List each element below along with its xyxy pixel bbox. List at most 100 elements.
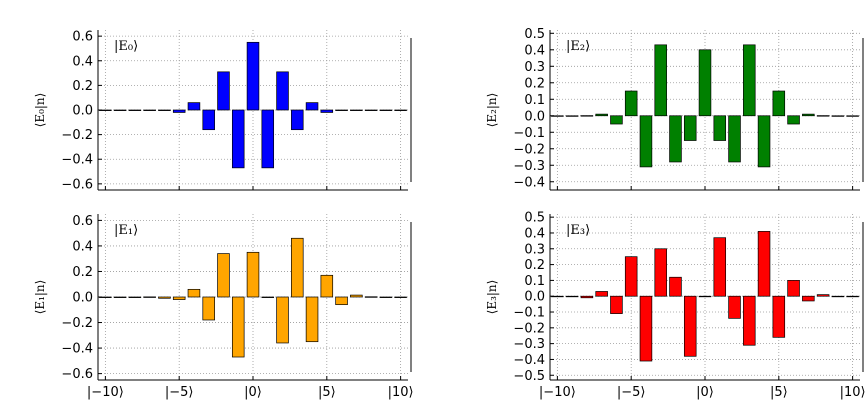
y-tick-label: −0.2 <box>513 321 545 336</box>
bar <box>787 280 800 297</box>
bar <box>246 251 260 298</box>
y-tick-label: −0.6 <box>61 177 93 192</box>
bar <box>335 109 348 111</box>
y-tick-label: 0.0 <box>524 109 545 124</box>
bar <box>379 296 393 298</box>
bar <box>831 115 845 117</box>
bar <box>846 115 859 117</box>
bar <box>158 296 171 299</box>
bar <box>565 295 579 298</box>
bar <box>772 90 786 117</box>
bar <box>172 296 186 300</box>
bar <box>246 41 260 111</box>
bar <box>787 115 800 125</box>
y-tick-label: −0.3 <box>513 337 545 352</box>
bar <box>654 248 667 297</box>
bar <box>394 109 407 111</box>
bar <box>261 296 275 298</box>
y-tick-label: 0.3 <box>524 60 545 75</box>
bar <box>743 44 756 117</box>
bar <box>364 296 378 298</box>
y-tick-label: 0.4 <box>524 226 545 241</box>
chart-panel-3: −0.5−0.4−0.3−0.2−0.10.00.10.20.30.40.5 |−… <box>485 211 865 400</box>
bar <box>187 102 201 111</box>
bar <box>379 109 393 111</box>
bar <box>698 49 712 117</box>
bar <box>291 109 304 131</box>
bar <box>816 115 830 117</box>
bar <box>217 71 230 111</box>
bar <box>276 296 289 344</box>
y-tick-label: −0.1 <box>513 306 545 321</box>
bar <box>305 102 319 111</box>
x-tick-label: |−10⟩ <box>87 385 124 400</box>
x-tick-label: |10⟩ <box>388 385 414 400</box>
bar <box>595 113 608 117</box>
y-tick-label: 0.4 <box>72 239 93 254</box>
y-tick-label: 0.5 <box>524 27 545 42</box>
bar <box>202 296 215 321</box>
bar <box>364 109 378 111</box>
bar <box>595 291 608 297</box>
bar <box>610 295 623 314</box>
bar <box>320 109 334 113</box>
x-tick-label: |10⟩ <box>840 385 865 400</box>
bar <box>128 109 142 111</box>
state-label: |E₀⟩ <box>114 39 138 54</box>
bar <box>217 253 230 298</box>
x-tick-label: |−5⟩ <box>165 385 194 400</box>
x-tick-label: |−10⟩ <box>539 385 576 400</box>
y-axis-label: ⟨E₀|n⟩ <box>33 93 47 128</box>
x-tick-label: |5⟩ <box>770 385 788 400</box>
bar <box>113 109 127 111</box>
y-tick-label: 0.2 <box>72 265 93 280</box>
bar <box>580 115 594 117</box>
bar <box>639 115 653 168</box>
bar <box>202 109 215 131</box>
bar <box>757 231 771 297</box>
chart-panel-0: −0.6 −0.4 −0.2 0.0 0.2 0.4 0.6 |E₀⟩ ⟨E₀|n⟩ <box>33 30 412 192</box>
bar <box>728 295 741 319</box>
bar <box>683 295 697 357</box>
chart-panel-1: −0.4−0.3 −0.2−0.1 0.00.1 0.20.3 0.40.5 |E₂⟩ ⟨E… <box>485 27 864 191</box>
bar <box>624 90 638 117</box>
y-tick-label: 0.5 <box>524 211 545 226</box>
y-tick-label: 0.3 <box>524 242 545 257</box>
bar <box>580 295 594 299</box>
y-tick-label: −0.2 <box>513 142 545 157</box>
y-tick-label: 0.0 <box>72 291 93 306</box>
y-tick-label: 0.1 <box>524 274 545 289</box>
y-tick-label: −0.2 <box>61 128 93 143</box>
y-tick-label: 0.2 <box>72 79 93 94</box>
bar <box>698 295 712 298</box>
y-tick-label: −0.6 <box>61 367 93 382</box>
bar <box>158 109 171 111</box>
bar <box>113 296 127 298</box>
x-tick-label: |5⟩ <box>318 385 336 400</box>
bar <box>772 295 786 338</box>
state-label: |E₁⟩ <box>114 223 138 238</box>
bar <box>231 109 245 169</box>
bar <box>713 115 727 141</box>
bar <box>802 113 815 117</box>
bar <box>335 296 348 306</box>
y-tick-label: 0.2 <box>524 258 545 273</box>
bar <box>565 115 579 117</box>
bar <box>350 294 363 298</box>
bar <box>172 109 186 113</box>
y-tick-label: 0.6 <box>72 30 93 45</box>
y-tick-label: −0.5 <box>513 369 545 384</box>
y-tick-label: 0.2 <box>524 76 545 91</box>
bar <box>683 115 697 141</box>
bar <box>610 115 623 125</box>
bar <box>831 295 845 298</box>
chart-panel-2: −0.6 −0.4 −0.2 0.0 0.2 0.4 0.6 |−10⟩ |−5⟩ |0⟩ |5⟩ |… <box>33 214 414 400</box>
y-axis-label: ⟨E₂|n⟩ <box>485 93 499 128</box>
x-tick-label: |−5⟩ <box>617 385 646 400</box>
bar <box>802 295 815 302</box>
bar <box>350 109 363 111</box>
y-tick-label: −0.2 <box>61 316 93 331</box>
y-axis-label: ⟨E₃|n⟩ <box>485 280 499 315</box>
bar <box>320 274 334 298</box>
